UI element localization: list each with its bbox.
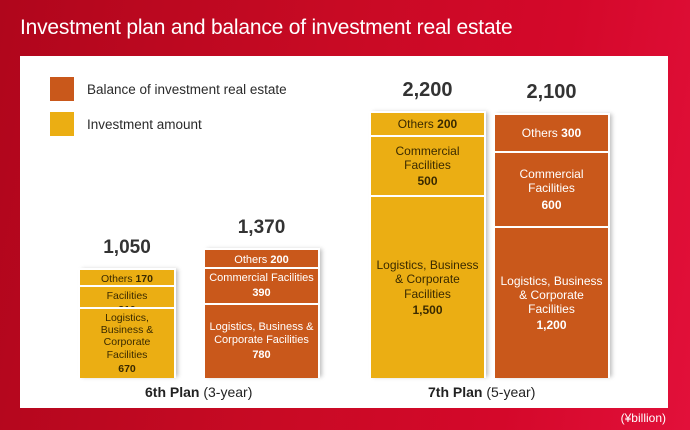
segment-label: Others (101, 272, 136, 285)
bar-segment: Others 170 (80, 270, 174, 287)
bar-segment: Others 300 (495, 115, 608, 153)
segment-value: 1,500 (412, 302, 443, 317)
segment-value: 500 (417, 174, 438, 189)
segment-value: 670 (118, 363, 136, 376)
segment-label: Logistics, Business & Corporate Faciliti… (209, 321, 314, 347)
segment-value: 780 (252, 348, 271, 361)
group-label-7th-plan: 7th Plan (5-year) (428, 384, 535, 400)
segment-label: Commercial Facilities (209, 272, 314, 285)
bar-investment: Logistics, Business & Corporate Faciliti… (78, 268, 176, 378)
group-sublabel: (3-year) (203, 384, 253, 400)
bar-segment: Logistics, Business & Corporate Faciliti… (495, 228, 608, 378)
segment-value: 600 (541, 197, 562, 212)
bar-balance: Logistics, Business & Corporate Faciliti… (493, 113, 610, 378)
segment-label: Others (521, 126, 562, 141)
bar-investment: Logistics, Business & Corporate Faciliti… (369, 111, 486, 378)
legend-label-balance: Balance of investment real estate (87, 81, 287, 97)
segment-label: Logistics, Business & Corporate Faciliti… (100, 311, 154, 361)
chart-panel: Balance of investment real estate Invest… (20, 56, 668, 408)
unit-label: (¥billion) (620, 411, 666, 425)
bar-segment: Logistics, Business & Corporate Faciliti… (205, 305, 318, 378)
segment-label: Logistics, Business & Corporate Faciliti… (500, 273, 603, 316)
bar-segment: Commercial Facilities 390 (205, 269, 318, 305)
group-sublabel: (5-year) (486, 384, 536, 400)
chart-title: Investment plan and balance of investmen… (20, 16, 513, 39)
bar-total-label: 1,370 (237, 217, 286, 238)
segment-value: 170 (135, 272, 153, 285)
segment-label: Commercial Facilities (519, 167, 584, 196)
bar-total-label: 1,050 (103, 237, 151, 258)
bar-total-label: 2,200 (402, 79, 453, 101)
segment-label: Logistics, Business & Corporate Faciliti… (376, 258, 479, 301)
segment-value: 210 (118, 304, 136, 307)
bar-segment: Commercial Facilities 500 (371, 137, 484, 197)
segment-value: 200 (270, 253, 289, 266)
segment-label: Commercial Facilities (395, 143, 460, 172)
legend-item-balance: Balance of investment real estate (50, 77, 287, 101)
bar-balance: Logistics, Business & Corporate Faciliti… (203, 248, 320, 378)
bar-total-label: 2,100 (526, 81, 577, 103)
bar-segment: Commercial Facilities 210 (80, 287, 174, 309)
segment-value: 390 (252, 287, 271, 299)
bar-segment: Logistics, Business & Corporate Faciliti… (371, 197, 484, 378)
legend-label-investment: Investment amount (87, 116, 202, 132)
legend-swatch-balance (50, 77, 74, 101)
segment-value: 300 (561, 126, 582, 141)
segment-label: Commercial Facilities (99, 287, 155, 302)
bar-segment: Others 200 (205, 250, 318, 269)
legend-item-investment: Investment amount (50, 112, 202, 136)
group-name: 6th Plan (145, 384, 200, 400)
segment-value: 1,200 (536, 318, 567, 333)
bar-segment: Commercial Facilities 600 (495, 153, 608, 228)
segment-label: Others (397, 117, 438, 132)
group-label-6th-plan: 6th Plan (3-year) (145, 384, 252, 400)
segment-value: 200 (437, 117, 458, 132)
legend-swatch-investment (50, 112, 74, 136)
bar-segment: Logistics, Business & Corporate Faciliti… (80, 309, 174, 378)
segment-label: Others (234, 253, 271, 266)
group-name: 7th Plan (428, 384, 483, 400)
bar-segment: Others 200 (371, 113, 484, 137)
